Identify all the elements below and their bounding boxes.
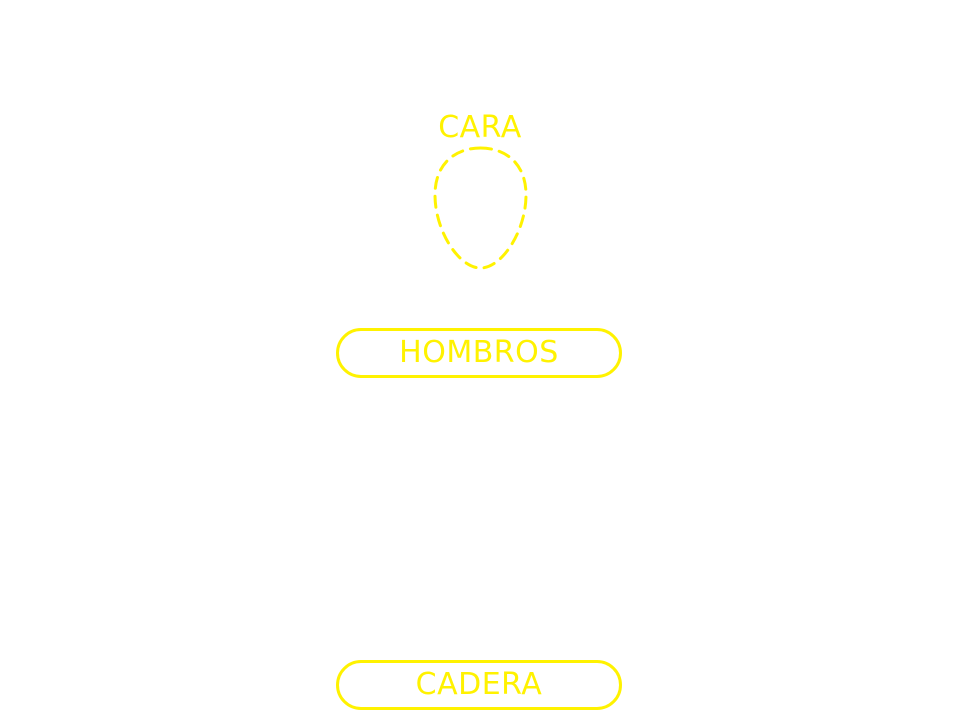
shoulders-label: HOMBROS [399, 335, 559, 370]
shoulders-guide: HOMBROS [336, 328, 622, 378]
face-label: CARA [438, 110, 522, 145]
hip-label: CADERA [415, 667, 543, 702]
hip-guide: CADERA [336, 660, 622, 710]
face-outline-icon [433, 146, 528, 270]
